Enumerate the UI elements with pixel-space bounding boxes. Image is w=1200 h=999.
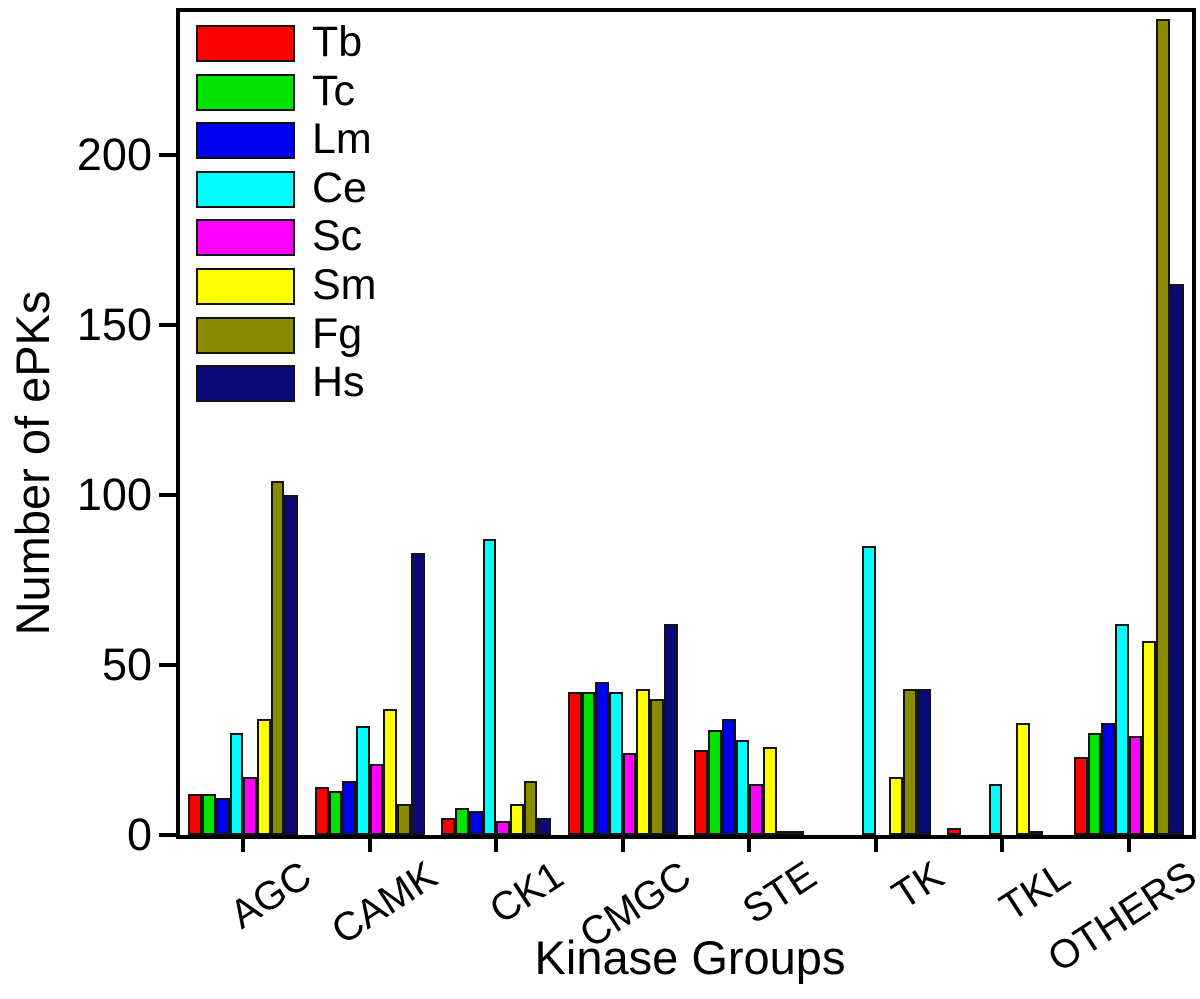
bar-Sm-TKL [1015,722,1030,835]
x-tick-AGC [241,839,246,852]
bar-Lm-CMGC [595,682,610,835]
bar-Lm-STE [721,719,736,835]
legend-label-Lm: Lm [312,115,372,164]
bar-Sc-STE [749,784,763,835]
bar-Tb-AGC [188,794,203,835]
bar-Fg-AGC [270,481,285,835]
bar-Ce-CK1 [482,539,497,835]
x-tick-STE [747,839,752,852]
bar-Tc-STE [708,729,722,835]
bar-Tc-OTHERS [1087,733,1102,835]
legend-swatch-Tb [196,25,295,62]
bar-Hs-TK [916,688,931,835]
bar-Sm-TK [889,777,904,835]
y-tick-100 [159,493,177,497]
legend-label-Sc: Sc [312,212,363,261]
bar-Fg-TKL [1029,831,1044,835]
bar-Tc-CAMK [328,790,343,835]
x-tick-label-TKL: TKL [992,853,1078,931]
bar-Ce-STE [735,739,750,835]
y-tick-label-200: 200 [76,129,152,180]
legend-label-Tb: Tb [312,18,363,66]
bar-Hs-AGC [284,495,299,835]
bar-Sm-OTHERS [1142,641,1157,835]
bar-Sc-CK1 [496,821,510,835]
bar-Sm-STE [762,746,777,835]
bar-Hs-CAMK [410,552,425,835]
bar-Lm-CAMK [342,780,357,835]
bar-Tb-CMGC [567,692,582,835]
bar-Tc-CK1 [455,807,469,835]
bar-Tc-CMGC [581,692,596,835]
bar-Hs-CK1 [537,818,552,835]
y-tick-0 [159,833,177,837]
x-tick-label-TK: TK [884,853,952,918]
bar-Hs-OTHERS [1169,284,1184,835]
legend-swatch-Ce [196,170,295,208]
legend-label-Fg: Fg [312,309,363,358]
bar-Tc-AGC [202,794,216,835]
bar-Tb-OTHERS [1073,756,1088,835]
bar-Ce-CAMK [356,726,370,835]
y-tick-label-0: 0 [126,809,152,860]
bar-Sc-AGC [243,777,257,835]
legend-label-Sm: Sm [312,261,377,309]
bar-Hs-CMGC [663,624,678,835]
y-tick-50 [159,663,177,667]
bar-Sc-CAMK [369,763,384,835]
bar-Tb-TKL [947,828,962,835]
bar-Fg-CK1 [523,780,538,835]
bar-Ce-TKL [988,784,1003,835]
bar-Hs-STE [790,831,805,835]
bar-Tb-CAMK [314,787,329,835]
x-tick-CMGC [620,839,625,852]
bar-Lm-AGC [215,797,230,835]
plot-area [176,8,1196,839]
x-tick-label-CK1: CK1 [482,853,572,933]
y-tick-200 [159,153,177,157]
bar-Lm-OTHERS [1101,722,1116,835]
legend-swatch-Fg [196,316,295,354]
bar-Sc-OTHERS [1128,736,1143,835]
bar-Ce-CMGC [609,692,623,835]
bar-Sm-CK1 [509,804,524,835]
y-tick-150 [159,323,177,327]
legend-label-Hs: Hs [312,358,365,407]
bar-Fg-STE [776,831,791,835]
legend-swatch-Lm [196,122,295,160]
bar-Ce-OTHERS [1115,624,1129,835]
bar-Lm-CK1 [468,811,483,835]
bar-Tb-STE [694,750,709,835]
bar-Tb-CK1 [441,818,456,835]
bar-Fg-CAMK [397,804,411,835]
bar-Sc-CMGC [622,753,637,835]
x-tick-label-AGC: AGC [222,853,319,938]
x-axis-title: Kinase Groups [534,931,846,984]
x-tick-CK1 [494,839,499,852]
x-tick-CAMK [367,839,372,852]
legend-swatch-Sm [196,268,295,305]
legend-swatch-Sc [196,219,295,257]
bar-Fg-CMGC [650,699,664,835]
y-tick-label-100: 100 [76,469,152,520]
bar-Sm-AGC [256,719,271,835]
legend-label-Tc: Tc [312,66,355,115]
bar-Sm-CMGC [636,688,651,835]
x-tick-label-STE: STE [735,853,825,933]
bar-Ce-TK [862,546,876,835]
bar-Ce-AGC [229,733,244,835]
y-tick-label-50: 50 [101,639,152,690]
x-tick-TKL [1000,839,1005,852]
bar-Fg-OTHERS [1156,19,1170,835]
legend-swatch-Tc [196,73,295,111]
bar-Sm-CAMK [383,709,398,835]
legend-swatch-Hs [196,365,295,403]
legend-label-Ce: Ce [312,163,367,212]
bar-Fg-TK [903,688,917,835]
x-tick-OTHERS [1126,839,1131,852]
x-tick-TK [873,839,878,852]
y-tick-label-150: 150 [76,299,152,350]
